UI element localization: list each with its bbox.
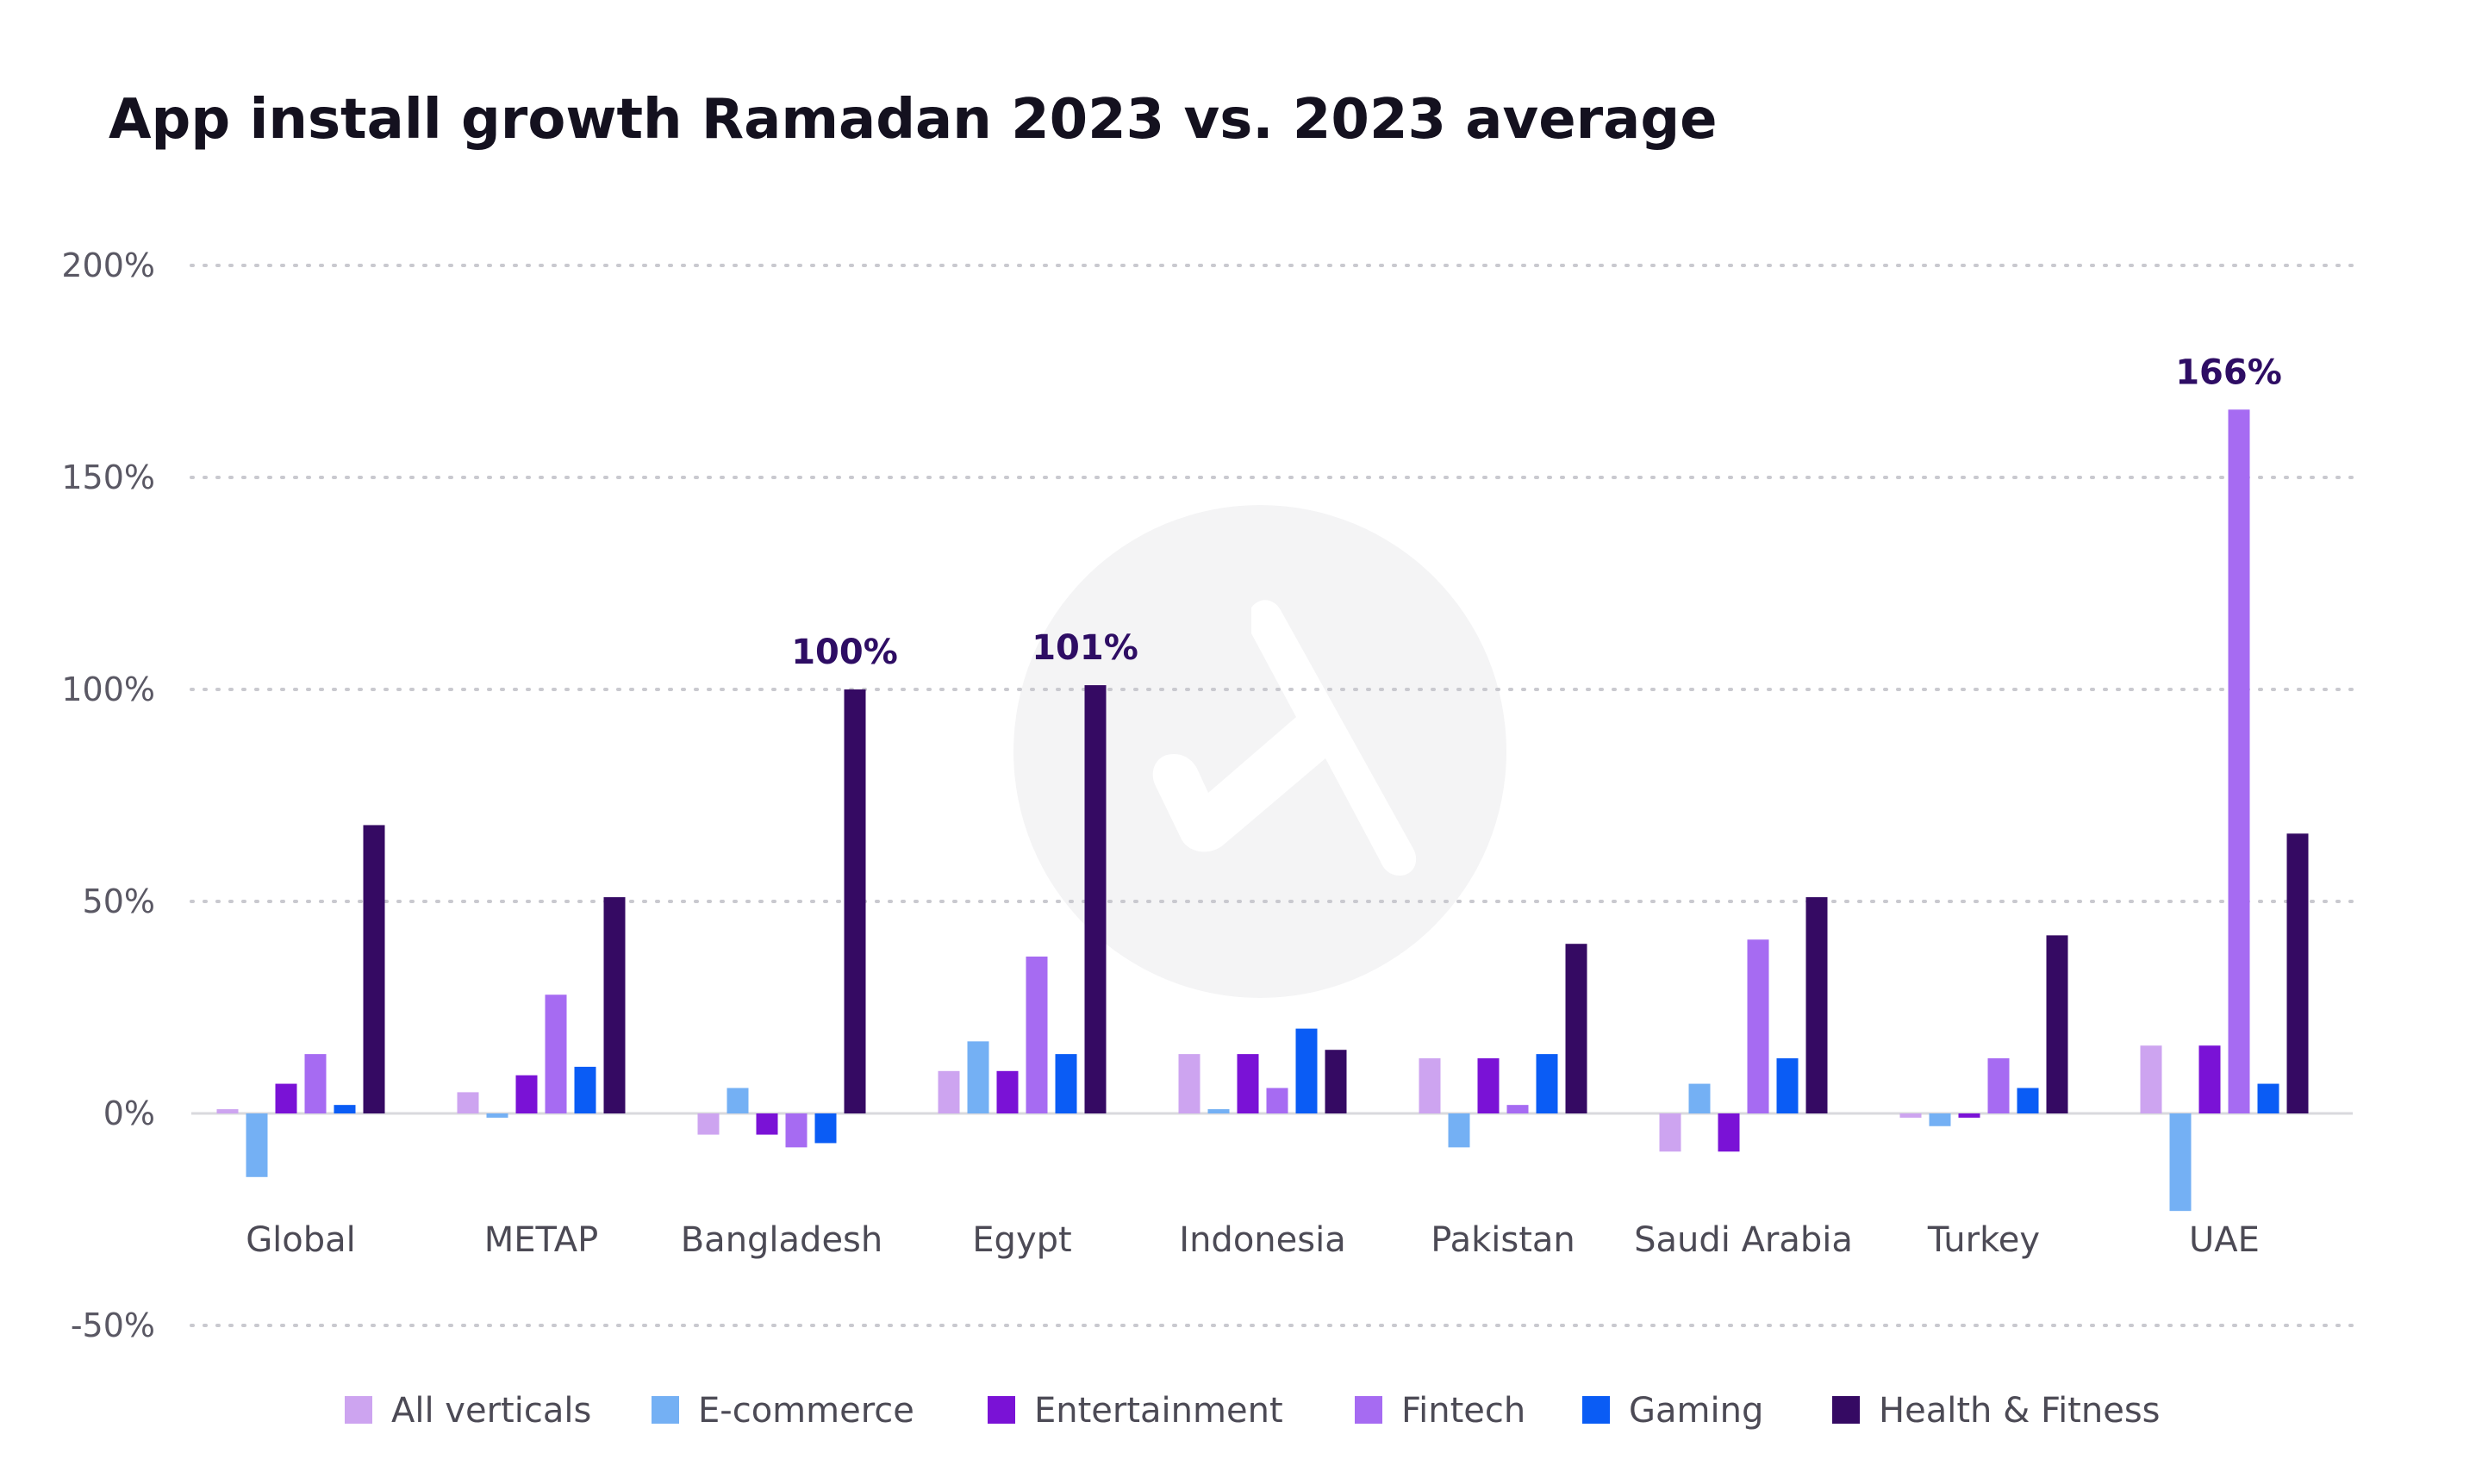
- x-category-label: Pakistan: [1431, 1220, 1575, 1260]
- legend-swatch: [345, 1396, 372, 1424]
- legend-swatch: [1582, 1396, 1610, 1424]
- bar: [603, 897, 626, 1113]
- bar: [1899, 1113, 1922, 1118]
- bar: [304, 1054, 327, 1113]
- y-axis: 200% 150% 100% 50% 0% -50%: [61, 246, 155, 1344]
- bar: [2140, 1045, 2162, 1113]
- legend-label: Health & Fitness: [1879, 1391, 2161, 1431]
- bar: [1929, 1113, 1951, 1126]
- legend-swatch: [988, 1396, 1015, 1424]
- bar: [697, 1113, 720, 1135]
- bar: [1448, 1113, 1470, 1148]
- bar: [1718, 1113, 1740, 1152]
- bars: [216, 409, 2309, 1212]
- bar: [574, 1066, 596, 1113]
- data-label: 166%: [2175, 352, 2282, 392]
- y-tick-label: 200%: [61, 246, 155, 284]
- legend-label: E-commerce: [698, 1391, 914, 1431]
- bar: [1419, 1058, 1441, 1113]
- bar: [1805, 897, 1828, 1113]
- bar: [363, 825, 385, 1113]
- legend-item: All verticals: [345, 1391, 591, 1431]
- bar: [1055, 1054, 1077, 1113]
- x-axis: Global METAP Bangladesh Egypt Indonesia Pakis…: [246, 1220, 2260, 1260]
- x-category-label: Indonesia: [1179, 1220, 1345, 1260]
- legend-swatch: [1355, 1396, 1382, 1424]
- bar: [1987, 1058, 2010, 1113]
- y-tick-label: 150%: [61, 458, 155, 496]
- legend-item: Health & Fitness: [1832, 1391, 2161, 1431]
- bar: [1958, 1113, 1980, 1118]
- bar: [2017, 1088, 2039, 1113]
- bar: [938, 1070, 960, 1113]
- bar: [967, 1041, 989, 1113]
- bar: [1477, 1058, 1500, 1113]
- y-tick-label: -50%: [71, 1306, 155, 1344]
- bar: [844, 689, 866, 1113]
- legend-label: Gaming: [1629, 1391, 1763, 1431]
- bar: [1295, 1028, 1318, 1113]
- bar: [545, 995, 567, 1113]
- data-labels: 100% 101% 166%: [791, 352, 2282, 672]
- bar: [2286, 833, 2309, 1113]
- bar: [814, 1113, 837, 1144]
- bar: [1776, 1058, 1799, 1113]
- bar: [2257, 1083, 2279, 1113]
- logo-watermark-icon: [1013, 505, 1506, 998]
- legend: All verticals E-commerce Entertainment Fint…: [345, 1391, 2161, 1431]
- bar: [2046, 935, 2068, 1113]
- legend-label: Entertainment: [1034, 1391, 1283, 1431]
- x-category-label: Global: [246, 1220, 356, 1260]
- chart-title: App install growth Ramadan 2023 vs. 2023…: [109, 88, 1718, 152]
- bar: [486, 1113, 508, 1118]
- x-category-label: Saudi Arabia: [1634, 1220, 1853, 1260]
- bar: [246, 1113, 268, 1177]
- bar: [727, 1088, 749, 1113]
- data-label: 100%: [791, 633, 898, 672]
- bar: [2169, 1113, 2192, 1212]
- bar: [1178, 1054, 1200, 1113]
- x-category-label: METAP: [484, 1220, 599, 1260]
- legend-item: Entertainment: [988, 1391, 1283, 1431]
- bar: [1659, 1113, 1681, 1152]
- bar: [275, 1083, 297, 1113]
- bar: [1266, 1088, 1288, 1113]
- bar: [1747, 939, 1769, 1113]
- bar: [1026, 956, 1048, 1113]
- legend-swatch: [652, 1396, 679, 1424]
- x-category-label: UAE: [2189, 1220, 2260, 1260]
- legend-label: All verticals: [391, 1391, 591, 1431]
- bar: [996, 1070, 1019, 1113]
- bar: [334, 1105, 356, 1113]
- bar: [785, 1113, 808, 1148]
- bar: [515, 1075, 538, 1113]
- bar: [1536, 1054, 1558, 1113]
- legend-label: Fintech: [1401, 1391, 1525, 1431]
- x-category-label: Turkey: [1927, 1220, 2040, 1260]
- bar: [1506, 1105, 1529, 1113]
- bar: [2198, 1045, 2221, 1113]
- data-label: 101%: [1032, 628, 1138, 668]
- bar: [756, 1113, 778, 1135]
- bar: [1565, 944, 1587, 1113]
- bar: [1325, 1050, 1347, 1113]
- bar: [1207, 1109, 1230, 1113]
- bar: [1688, 1083, 1711, 1113]
- bar: [1237, 1054, 1259, 1113]
- y-tick-label: 50%: [83, 882, 155, 920]
- legend-item: Fintech: [1355, 1391, 1525, 1431]
- bar: [2228, 409, 2250, 1113]
- y-tick-label: 0%: [103, 1094, 155, 1132]
- legend-item: E-commerce: [652, 1391, 914, 1431]
- bar: [216, 1109, 239, 1113]
- bar: [1084, 685, 1107, 1113]
- legend-swatch: [1832, 1396, 1860, 1424]
- legend-item: Gaming: [1582, 1391, 1763, 1431]
- y-tick-label: 100%: [61, 670, 155, 708]
- bar: [457, 1092, 479, 1113]
- x-category-label: Bangladesh: [681, 1220, 883, 1260]
- x-category-label: Egypt: [972, 1220, 1071, 1260]
